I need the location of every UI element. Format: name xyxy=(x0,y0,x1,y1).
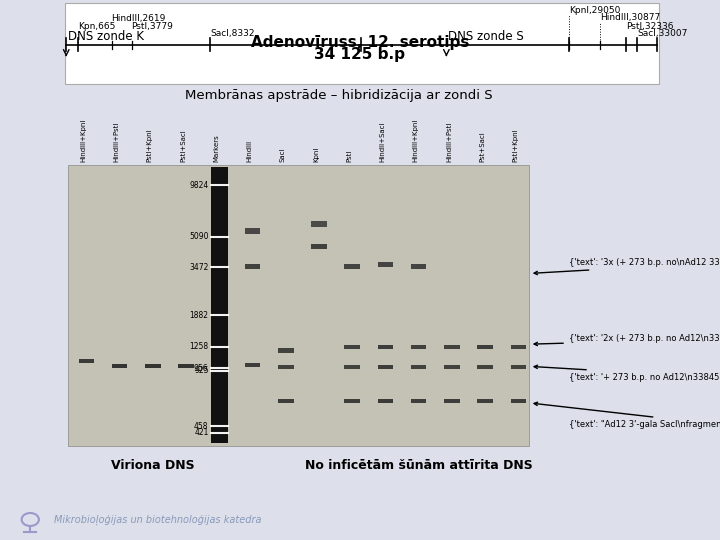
Text: 5090: 5090 xyxy=(189,232,209,241)
FancyBboxPatch shape xyxy=(510,345,526,349)
Text: Adenovīruss, 12. serotips: Adenovīruss, 12. serotips xyxy=(251,35,469,50)
FancyBboxPatch shape xyxy=(510,365,526,369)
Text: {'text': '3x (+ 273 b.p. no\nAd12 33845 – 34118)', 'arrow_y_frac': 0.38}: {'text': '3x (+ 273 b.p. no\nAd12 33845 … xyxy=(534,258,720,275)
FancyBboxPatch shape xyxy=(411,399,426,403)
Text: HindIII+PstI: HindIII+PstI xyxy=(114,122,120,162)
FancyBboxPatch shape xyxy=(78,359,94,363)
FancyBboxPatch shape xyxy=(311,245,327,249)
FancyBboxPatch shape xyxy=(344,365,360,369)
FancyBboxPatch shape xyxy=(68,165,529,446)
Text: 1882: 1882 xyxy=(189,310,209,320)
Text: Mikrobioļoģijas un biotehnoloģijas katedra: Mikrobioļoģijas un biotehnoloģijas kated… xyxy=(54,515,261,525)
Text: {'text': "Ad12 3'-gala SacI\nfragments, 615 b.p.", 'arrow_y_frac': 0.745}: {'text': "Ad12 3'-gala SacI\nfragments, … xyxy=(534,402,720,429)
Text: PstI+SacI: PstI+SacI xyxy=(180,129,186,162)
FancyBboxPatch shape xyxy=(477,346,493,349)
FancyBboxPatch shape xyxy=(378,346,393,349)
FancyBboxPatch shape xyxy=(510,399,526,403)
FancyBboxPatch shape xyxy=(411,345,426,349)
Text: KpnI: KpnI xyxy=(313,147,319,162)
FancyBboxPatch shape xyxy=(211,167,228,443)
FancyBboxPatch shape xyxy=(344,399,360,403)
Text: PstI+KpnI: PstI+KpnI xyxy=(513,129,518,162)
FancyBboxPatch shape xyxy=(179,364,194,368)
FancyBboxPatch shape xyxy=(411,365,426,369)
FancyBboxPatch shape xyxy=(278,348,294,353)
Text: Pst+SacI: Pst+SacI xyxy=(480,131,485,162)
FancyBboxPatch shape xyxy=(411,264,426,269)
Text: Membrānas apstrāde – hibridizācija ar zondi S: Membrānas apstrāde – hibridizācija ar zo… xyxy=(184,89,492,102)
Text: 1258: 1258 xyxy=(189,342,209,351)
Text: HindIII+PstI: HindIII+PstI xyxy=(446,122,452,162)
FancyBboxPatch shape xyxy=(378,365,393,369)
FancyBboxPatch shape xyxy=(245,363,261,367)
Text: HindII+SacI: HindII+SacI xyxy=(379,122,385,162)
Text: Kpn,665: Kpn,665 xyxy=(78,22,115,31)
Text: HindIII+KpnI: HindIII+KpnI xyxy=(81,119,86,162)
FancyBboxPatch shape xyxy=(444,399,459,403)
Text: HindIII,2619: HindIII,2619 xyxy=(112,14,166,23)
Text: 421: 421 xyxy=(194,428,209,437)
Text: SacI,8332: SacI,8332 xyxy=(210,29,255,38)
FancyBboxPatch shape xyxy=(344,264,360,269)
FancyBboxPatch shape xyxy=(278,399,294,403)
Text: HindIII,30877: HindIII,30877 xyxy=(600,13,661,22)
Text: SacI: SacI xyxy=(280,147,286,162)
FancyBboxPatch shape xyxy=(444,365,459,369)
Text: HindIII: HindIII xyxy=(246,140,253,162)
FancyBboxPatch shape xyxy=(278,365,294,369)
FancyBboxPatch shape xyxy=(477,365,493,369)
Text: 34 125 b.p: 34 125 b.p xyxy=(315,47,405,62)
Text: PstI: PstI xyxy=(346,150,352,162)
Text: PstI+KpnI: PstI+KpnI xyxy=(147,129,153,162)
Text: 925: 925 xyxy=(194,367,209,375)
Text: SacI,33007: SacI,33007 xyxy=(637,29,688,38)
Text: DNS zonde K: DNS zonde K xyxy=(68,30,144,43)
FancyBboxPatch shape xyxy=(311,221,327,227)
Text: 458: 458 xyxy=(194,422,209,430)
Text: KpnI,29050: KpnI,29050 xyxy=(569,5,620,15)
FancyBboxPatch shape xyxy=(245,228,261,234)
FancyBboxPatch shape xyxy=(145,364,161,368)
Text: {'text': '+ 273 b.p. no Ad12\n33845 - 34118', 'arrow_y_frac': 0.625}: {'text': '+ 273 b.p. no Ad12\n33845 - 34… xyxy=(534,365,720,382)
Text: 3472: 3472 xyxy=(189,262,209,272)
Text: Viriona DNS: Viriona DNS xyxy=(111,459,194,472)
Text: {'text': '2x (+ 273 b.p. no Ad12\n33845 – 34118)', 'arrow_y_frac': 0.52}: {'text': '2x (+ 273 b.p. no Ad12\n33845 … xyxy=(534,334,720,346)
Text: PstI,32336: PstI,32336 xyxy=(626,22,673,31)
Text: 9824: 9824 xyxy=(189,181,209,190)
Text: HindIII+KpnI: HindIII+KpnI xyxy=(413,119,419,162)
Text: Markers: Markers xyxy=(213,134,220,162)
Text: DNS zonde S: DNS zonde S xyxy=(448,30,523,43)
FancyBboxPatch shape xyxy=(245,264,261,268)
FancyBboxPatch shape xyxy=(65,3,659,84)
Text: PstI,3779: PstI,3779 xyxy=(132,22,174,31)
FancyBboxPatch shape xyxy=(378,399,393,403)
FancyBboxPatch shape xyxy=(444,345,459,349)
FancyBboxPatch shape xyxy=(378,262,393,267)
Text: 956: 956 xyxy=(194,364,209,373)
FancyBboxPatch shape xyxy=(477,399,493,403)
FancyBboxPatch shape xyxy=(112,364,127,368)
Text: No inficētām šūnām attīrita DNS: No inficētām šūnām attīrita DNS xyxy=(305,459,533,472)
FancyBboxPatch shape xyxy=(344,345,360,349)
